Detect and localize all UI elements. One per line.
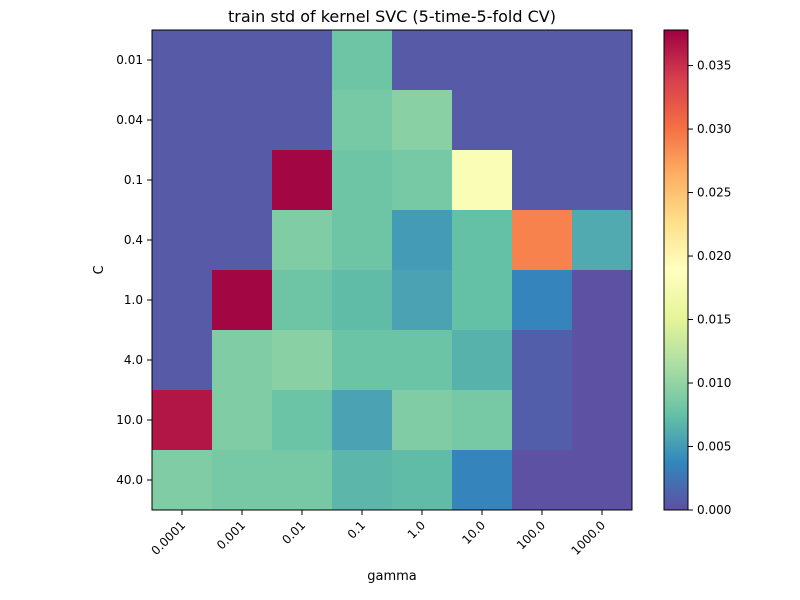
colorbar-ticks: 0.000 0.005 0.010 0.015 0.020 0.025 0.030 0.035: [688, 59, 731, 517]
y-tick-label: 0.01: [116, 53, 143, 67]
heatmap-cell: [272, 390, 333, 451]
heatmap-cell: [572, 270, 633, 331]
heatmap-cells: [152, 30, 633, 511]
heatmap-cell: [392, 30, 453, 91]
y-axis-ticks: 0.01 0.04 0.1 0.4 1.0 4.0 10.0 40.0: [116, 53, 152, 487]
heatmap-cell: [332, 450, 393, 511]
heatmap-cell: [272, 450, 333, 511]
colorbar-tick-label: 0.010: [697, 376, 731, 390]
heatmap-cell: [332, 330, 393, 391]
heatmap-cell: [512, 150, 573, 211]
heatmap-cell: [452, 90, 513, 151]
heatmap-cell: [452, 30, 513, 91]
heatmap-cell: [332, 30, 393, 91]
heatmap-cell: [452, 210, 513, 271]
heatmap-cell: [272, 330, 333, 391]
x-tick-label: 100.0: [514, 518, 548, 552]
heatmap-cell: [212, 150, 273, 211]
x-tick-label: 0.1: [345, 518, 368, 541]
heatmap-cell: [512, 390, 573, 451]
heatmap-cell: [572, 330, 633, 391]
chart-title: train std of kernel SVC (5-time-5-fold C…: [228, 7, 556, 26]
heatmap-cell: [572, 450, 633, 511]
heatmap-cell: [392, 270, 453, 331]
heatmap-cell: [572, 210, 633, 271]
colorbar-tick-label: 0.005: [697, 440, 731, 454]
x-axis-label: gamma: [367, 569, 417, 584]
heatmap-cell: [212, 390, 273, 451]
heatmap-cell: [452, 450, 513, 511]
y-tick-label: 0.04: [116, 113, 143, 127]
colorbar-tick-label: 0.025: [697, 186, 731, 200]
heatmap-cell: [272, 150, 333, 211]
heatmap-cell: [392, 150, 453, 211]
heatmap-cell: [272, 30, 333, 91]
heatmap-cell: [212, 90, 273, 151]
heatmap-cell: [212, 30, 273, 91]
heatmap-cell: [152, 330, 213, 391]
heatmap-cell: [392, 330, 453, 391]
x-tick-label: 0.01: [279, 518, 308, 547]
colorbar-tick-label: 0.035: [697, 59, 731, 73]
heatmap-cell: [152, 150, 213, 211]
x-tick-label: 0.001: [214, 518, 248, 552]
x-axis-ticks: 0.0001 0.001 0.01 0.1 1.0 10.0 100.0 1000.0: [149, 510, 609, 558]
heatmap-cell: [452, 330, 513, 391]
heatmap-cell: [152, 210, 213, 271]
y-tick-label: 1.0: [124, 293, 143, 307]
colorbar-tick-label: 0.020: [697, 249, 731, 263]
heatmap-cell: [212, 210, 273, 271]
heatmap-cell: [272, 90, 333, 151]
heatmap-cell: [572, 390, 633, 451]
heatmap-cell: [272, 210, 333, 271]
y-tick-label: 40.0: [116, 473, 143, 487]
heatmap-cell: [332, 150, 393, 211]
heatmap-cell: [332, 390, 393, 451]
heatmap-cell: [452, 270, 513, 331]
heatmap-cell: [512, 210, 573, 271]
heatmap-cell: [512, 330, 573, 391]
heatmap-cell: [512, 90, 573, 151]
y-tick-label: 10.0: [116, 413, 143, 427]
heatmap-cell: [212, 270, 273, 331]
heatmap-cell: [152, 450, 213, 511]
heatmap-cell: [152, 30, 213, 91]
heatmap-cell: [512, 270, 573, 331]
heatmap-cell: [152, 90, 213, 151]
x-tick-label: 0.0001: [149, 518, 189, 558]
heatmap-cell: [512, 30, 573, 91]
y-tick-label: 0.4: [124, 233, 143, 247]
colorbar-tick-label: 0.030: [697, 122, 731, 136]
x-tick-label: 10.0: [459, 518, 488, 547]
heatmap-cell: [332, 210, 393, 271]
heatmap-cell: [392, 390, 453, 451]
heatmap-cell: [392, 90, 453, 151]
heatmap-cell: [392, 210, 453, 271]
heatmap-cell: [272, 270, 333, 331]
heatmap-cell: [452, 150, 513, 211]
heatmap-cell: [212, 450, 273, 511]
colorbar-tick-label: 0.015: [697, 313, 731, 327]
y-tick-label: 0.1: [124, 173, 143, 187]
heatmap-cell: [512, 450, 573, 511]
heatmap-cell: [332, 90, 393, 151]
heatmap-cell: [152, 390, 213, 451]
heatmap-cell: [572, 150, 633, 211]
heatmap-cell: [452, 390, 513, 451]
x-tick-label: 1000.0: [569, 518, 609, 558]
colorbar: [663, 29, 689, 511]
heatmap-cell: [572, 30, 633, 91]
y-axis-label: C: [92, 265, 107, 274]
heatmap-cell: [572, 90, 633, 151]
heatmap-cell: [212, 330, 273, 391]
heatmap-cell: [392, 450, 453, 511]
plot-frame: [151, 29, 633, 511]
heatmap-cell: [332, 270, 393, 331]
heatmap-cell: [152, 270, 213, 331]
y-tick-label: 4.0: [124, 353, 143, 367]
colorbar-tick-label: 0.000: [697, 503, 731, 517]
x-tick-label: 1.0: [405, 518, 428, 541]
